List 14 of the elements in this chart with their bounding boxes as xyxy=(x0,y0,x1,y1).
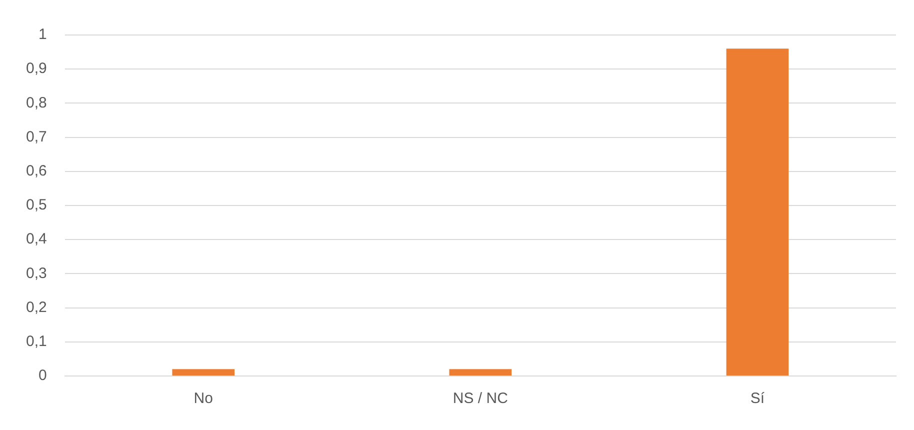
x-tick-label: No xyxy=(194,390,213,408)
y-tick-label: 0,7 xyxy=(26,128,47,146)
y-tick-label: 0,9 xyxy=(26,60,47,78)
x-tick-label: Sí xyxy=(750,390,766,408)
y-tick-label: 0,1 xyxy=(26,333,47,350)
y-tick-label: 0,6 xyxy=(26,162,47,180)
y-tick-label: 0,4 xyxy=(26,230,47,248)
x-tick-label: NS / NC xyxy=(452,390,508,408)
y-tick-label: 0,5 xyxy=(26,196,47,214)
y-tick-label: 0,8 xyxy=(26,94,47,112)
y-tick-label: 1 xyxy=(38,26,47,44)
y-tick-label: 0 xyxy=(38,367,47,384)
y-tick-label: 0,2 xyxy=(26,298,47,316)
y-tick-label: 0,3 xyxy=(26,264,47,282)
